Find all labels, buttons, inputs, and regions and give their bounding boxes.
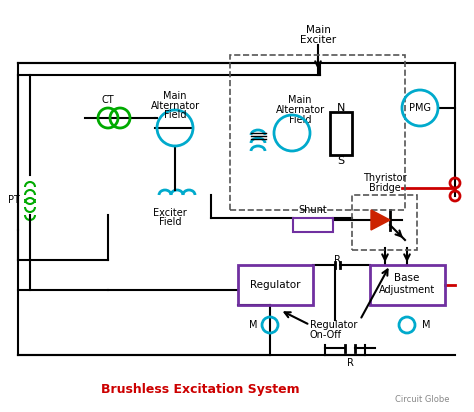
- Text: Alternator: Alternator: [150, 101, 200, 111]
- Bar: [238, 265, 313, 305]
- Text: Exciter: Exciter: [153, 208, 187, 218]
- Text: M: M: [249, 320, 258, 330]
- Text: Base: Base: [394, 273, 419, 283]
- Text: R: R: [334, 255, 340, 265]
- Bar: [230, 55, 405, 210]
- Text: On-Off: On-Off: [310, 330, 342, 340]
- Text: Field: Field: [159, 217, 181, 227]
- Text: Main: Main: [163, 91, 187, 101]
- Text: Field: Field: [164, 110, 186, 120]
- Polygon shape: [371, 210, 390, 230]
- Bar: [293, 218, 333, 232]
- Text: R: R: [346, 358, 354, 368]
- Text: Main: Main: [288, 95, 312, 105]
- Text: Bridge: Bridge: [369, 183, 401, 193]
- Bar: [352, 195, 417, 250]
- Text: N: N: [337, 103, 345, 113]
- Text: Main: Main: [306, 25, 330, 35]
- Text: Field: Field: [289, 115, 311, 125]
- Text: Circuit Globe: Circuit Globe: [395, 396, 450, 405]
- Text: Adjustment: Adjustment: [379, 285, 435, 295]
- Bar: [330, 112, 352, 155]
- Bar: [370, 265, 445, 305]
- Text: Thyristor: Thyristor: [363, 173, 407, 183]
- Text: Exciter: Exciter: [300, 35, 336, 45]
- Text: Shunt: Shunt: [299, 205, 328, 215]
- Text: Regulator: Regulator: [250, 280, 300, 290]
- Text: M: M: [422, 320, 430, 330]
- Text: Regulator: Regulator: [310, 320, 357, 330]
- Text: PMG: PMG: [409, 103, 431, 113]
- Text: Brushless Excitation System: Brushless Excitation System: [100, 384, 299, 396]
- Text: S: S: [337, 156, 345, 166]
- Text: PT: PT: [8, 195, 20, 205]
- Text: CT: CT: [102, 95, 114, 105]
- Text: Alternator: Alternator: [275, 105, 325, 115]
